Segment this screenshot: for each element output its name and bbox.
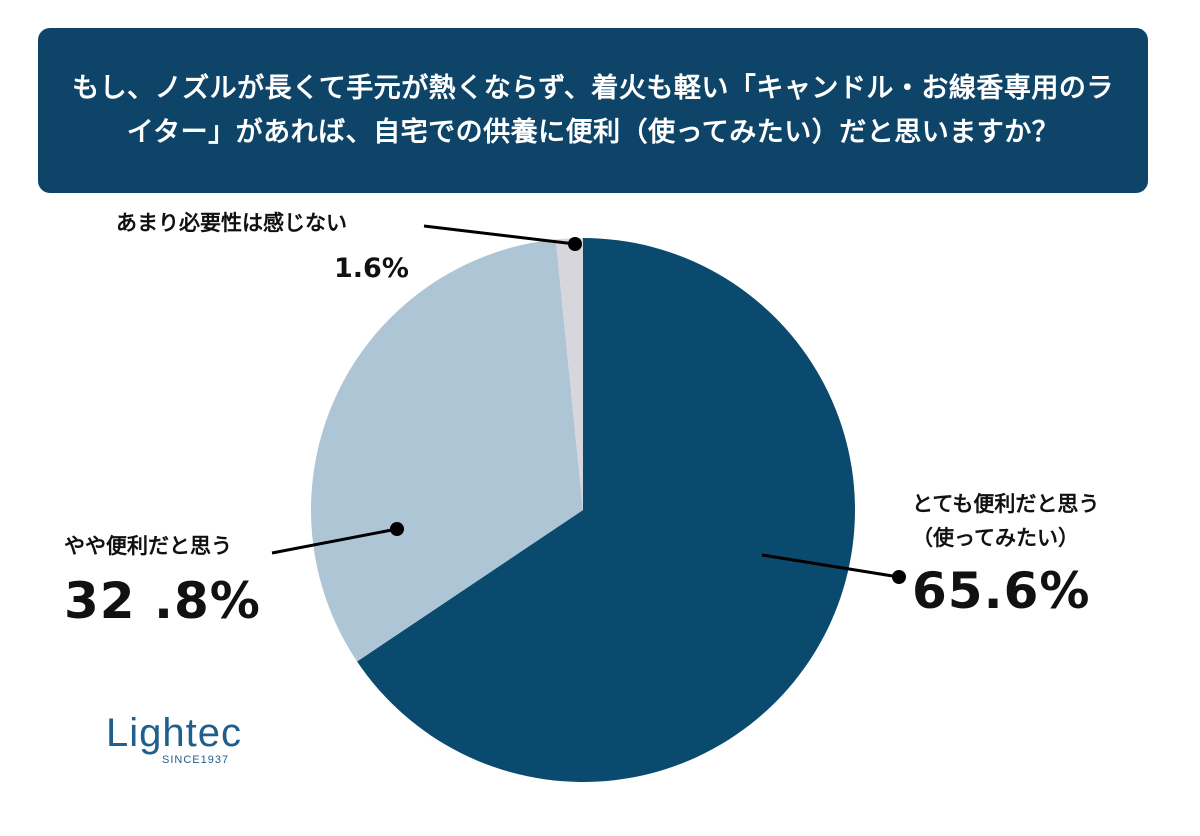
label-somewhat-useful: やや便利だと思う: [64, 534, 232, 558]
label-very-useful-line1: とても便利だと思う: [912, 492, 1100, 516]
slice-somewhat-useful: [310, 239, 583, 662]
leader-somewhat-useful-dot: [390, 522, 404, 536]
leader-not-needed-dot: [568, 237, 582, 251]
chart-title: もし、ノズルが長くて手元が熱くならず、着火も軽い「キャンドル・お線香専用のライタ…: [72, 72, 1114, 148]
leader-not-needed: [423, 224, 582, 251]
pct-very-useful: 65.6%: [912, 562, 1091, 620]
title-banner: もし、ノズルが長くて手元が熱くならず、着火も軽い「キャンドル・お線香専用のライタ…: [38, 28, 1148, 193]
pct-not-needed: 1.6%: [334, 253, 409, 284]
label-very-useful-line2: （使ってみたい）: [912, 526, 1079, 550]
lightec-logo: Lightec SINCE1937: [106, 712, 266, 766]
slice-not-needed: [555, 238, 583, 510]
leader-very-useful-line: [761, 553, 900, 579]
leader-somewhat-useful: [271, 522, 404, 555]
slice-very-useful: [357, 238, 855, 782]
leader-very-useful: [761, 553, 906, 584]
leader-not-needed-line: [423, 224, 576, 246]
leader-very-useful-dot: [892, 570, 906, 584]
leader-somewhat-useful-line: [271, 527, 398, 555]
logo-since: SINCE1937: [162, 754, 230, 766]
logo-wordmark: Lightec: [106, 711, 242, 755]
label-not-needed: あまり必要性は感じない: [116, 211, 347, 235]
pct-somewhat-useful: 32 .8%: [64, 572, 261, 630]
